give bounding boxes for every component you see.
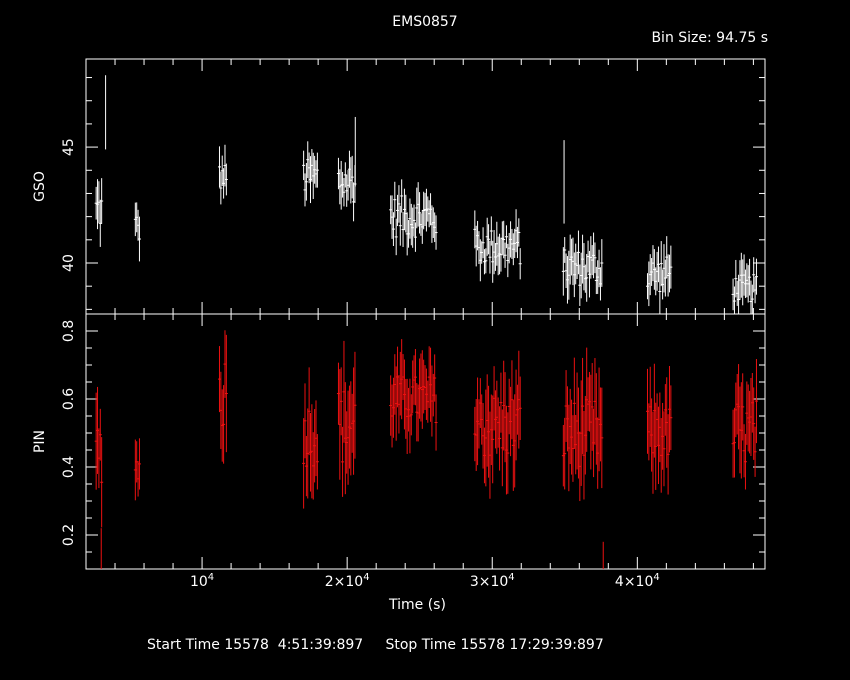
x-tick-label: 4×104 [615, 572, 660, 590]
pin-panel-frame [85, 313, 766, 570]
x-tick-label: 3×104 [470, 572, 515, 590]
y-axis-label: PIN [32, 430, 48, 453]
y-tick-label: 0.2 [61, 524, 77, 546]
y-tick-label: 0.8 [61, 320, 77, 342]
y-tick-label: 40 [61, 254, 77, 272]
x-tick-label: 104 [190, 572, 214, 590]
y-tick-label: 45 [61, 138, 77, 156]
y-tick-label: 0.6 [61, 388, 77, 410]
chart-title: EMS0857 [392, 14, 458, 30]
axis-ticks [85, 59, 765, 570]
bin-size-label: Bin Size: 94.75 s [651, 30, 768, 46]
y-axis-label: GSO [32, 171, 48, 202]
x-tick-label: 2×104 [325, 572, 370, 590]
axis-labels: 104 2×104 3×104 4×104 40 45 GSO 0.2 0.4 0.6 0.8 PIN [32, 138, 660, 590]
y-tick-label: 0.4 [61, 456, 77, 478]
time-range-footer: Start Time 15578 4:51:39:897 Stop Time 1… [147, 637, 604, 653]
x-axis-label: Time (s) [389, 597, 446, 613]
gso-panel-frame [85, 58, 766, 315]
data-marks [94, 75, 758, 569]
